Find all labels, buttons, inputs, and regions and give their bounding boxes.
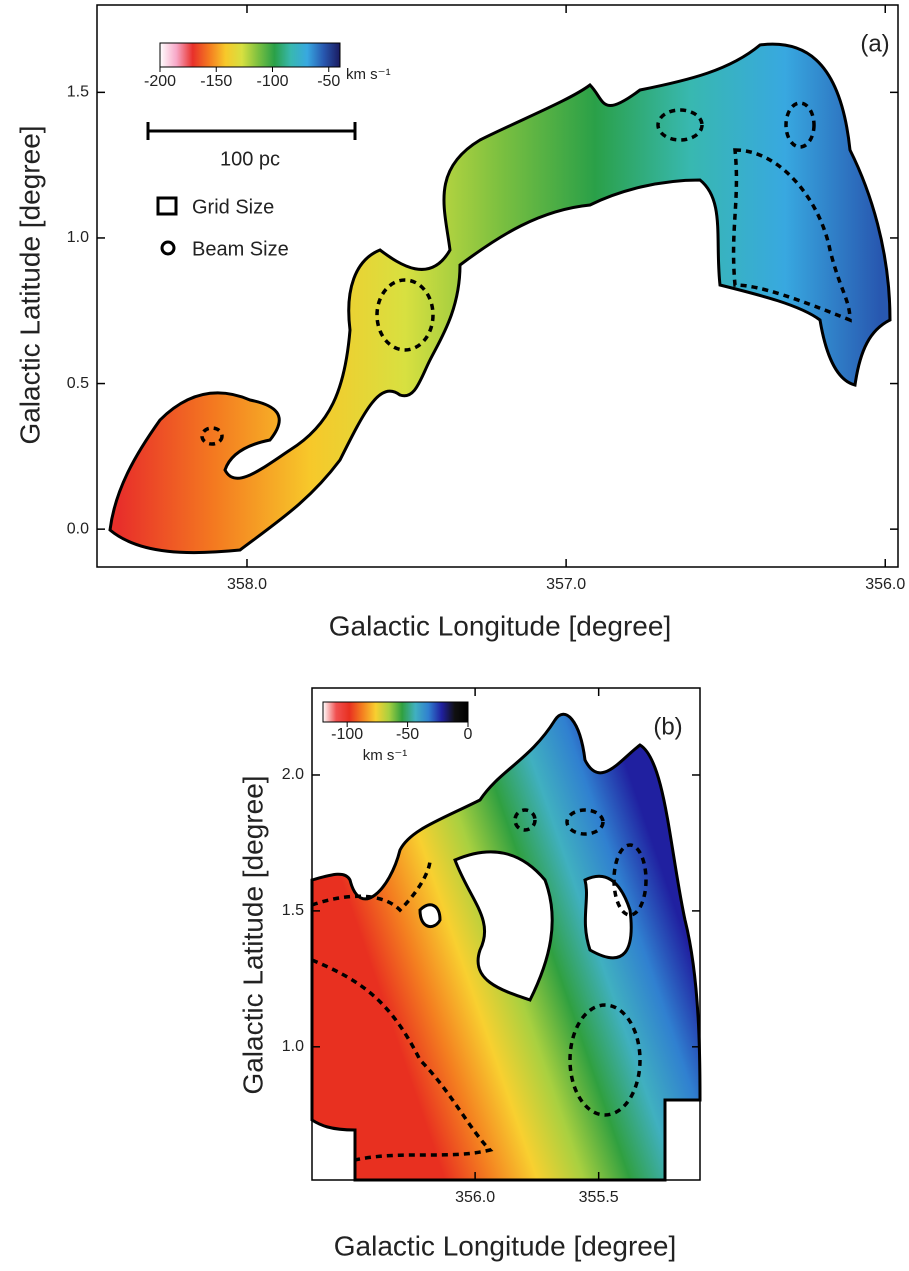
- beam-size-label: Beam Size: [192, 238, 289, 260]
- panel-label: (a): [860, 30, 889, 57]
- y-tick-label: 0.5: [67, 375, 89, 392]
- dashed-contour: [311, 859, 432, 913]
- dashed-contour: [200, 426, 224, 446]
- dashed-contour: [513, 808, 537, 832]
- y-tick-label: 1.5: [67, 84, 89, 101]
- y-tick-label: 0.0: [67, 520, 89, 537]
- colorbar-unit: km s⁻¹: [346, 66, 391, 83]
- colorbar-unit: km s⁻¹: [363, 747, 408, 764]
- x-axis-label: Galactic Longitude [degree]: [334, 1230, 676, 1261]
- beam-size-icon: [160, 240, 176, 256]
- x-axis-label: Galactic Longitude [degree]: [329, 610, 671, 641]
- colorbar-tick-label: -100: [256, 73, 288, 90]
- colorbar-tick-label: 0: [464, 726, 473, 743]
- dashed-contour: [565, 808, 605, 836]
- grid-size-label: Grid Size: [192, 196, 274, 218]
- annotations-a: 100 pc Grid Size Beam Size: [146, 122, 357, 260]
- colorbar-tick-label: -50: [317, 73, 340, 90]
- grid-size-icon: [156, 196, 178, 216]
- x-tick-label: 356.0: [865, 576, 905, 593]
- y-tick-label: 1.0: [67, 229, 89, 246]
- cloud-shape: [310, 712, 702, 1182]
- dashed-contour: [375, 278, 435, 352]
- x-tick-label: 356.0: [455, 1189, 495, 1206]
- dashed-contour: [731, 148, 852, 323]
- y-tick-label: 1.0: [282, 1038, 304, 1055]
- dashed-contour: [612, 843, 648, 917]
- dashed-contour: [656, 108, 704, 142]
- dashed-contour: [311, 958, 494, 1162]
- x-tick-label: 355.5: [579, 1189, 619, 1206]
- cloud-a: [108, 42, 892, 555]
- scale-label: 100 pc: [220, 148, 280, 170]
- dashed-contour: [568, 1003, 642, 1117]
- cloud-shape: [108, 42, 892, 555]
- y-tick-label: 1.5: [282, 902, 304, 919]
- plot-frame: [311, 687, 701, 1181]
- panel-label: (b): [653, 713, 682, 740]
- dashed-contour: [784, 101, 816, 149]
- colorbar: [159, 42, 341, 68]
- y-axis-label: Galactic Latitude [degree]: [237, 775, 268, 1094]
- colorbar: [322, 701, 469, 723]
- y-tick-label: 2.0: [282, 766, 304, 783]
- y-axis-label: Galactic Latitude [degree]: [14, 125, 45, 444]
- x-tick-label: 357.0: [546, 576, 586, 593]
- plot-frame: [96, 4, 899, 568]
- colorbar-tick-label: -150: [200, 73, 232, 90]
- x-tick-label: 358.0: [227, 576, 267, 593]
- colorbar-tick-label: -200: [144, 73, 176, 90]
- cloud-b: [310, 712, 702, 1182]
- colorbar-tick-label: -50: [396, 726, 419, 743]
- colorbar-tick-label: -100: [331, 726, 363, 743]
